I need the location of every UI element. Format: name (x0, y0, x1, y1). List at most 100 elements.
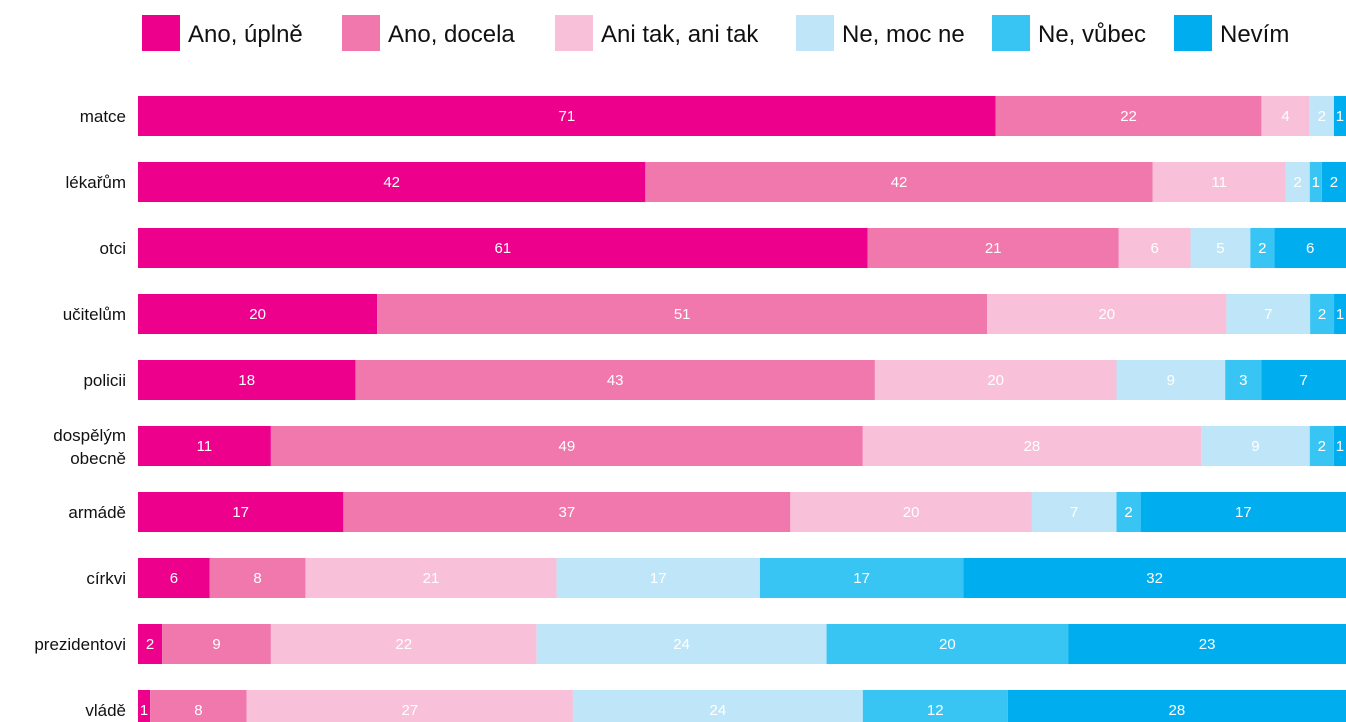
data-label: 2 (1318, 438, 1326, 455)
bar-row: matce 71 22 4 2 1 (80, 96, 1346, 136)
bar-segment (1201, 426, 1310, 466)
category-label: lékařům (66, 173, 126, 192)
category-label: prezidentovi (34, 635, 126, 654)
legend-swatch (992, 15, 1030, 51)
bar-segment (270, 426, 863, 466)
data-label: 2 (1258, 240, 1266, 257)
category-label: policii (83, 371, 126, 390)
data-label: 2 (1294, 174, 1302, 191)
data-label: 20 (987, 372, 1004, 389)
data-label: 4 (1281, 108, 1289, 125)
legend-swatch (796, 15, 834, 51)
bar-segment (162, 624, 271, 664)
data-label: 9 (212, 636, 220, 653)
legend: Ano, úplně Ano, docela Ani tak, ani tak Ne,… (142, 15, 1289, 51)
bar-segment (1333, 426, 1346, 466)
data-label: 20 (1098, 306, 1115, 323)
bar-segment (759, 558, 964, 598)
data-label: 1 (1336, 306, 1344, 323)
data-label: 11 (197, 438, 213, 455)
data-label: 5 (1216, 240, 1224, 257)
category-label: armádě (68, 503, 126, 522)
data-label: 8 (194, 702, 202, 719)
bar-segment (138, 624, 163, 664)
legend-label: Ano, úplně (188, 21, 303, 48)
bar-segment (138, 558, 210, 598)
legend-swatch (1174, 15, 1212, 51)
bar-segment (1310, 294, 1335, 334)
bar-row: vládě 1 8 27 24 12 28 (85, 690, 1346, 722)
bar-segment (138, 96, 996, 136)
data-label: 27 (401, 702, 418, 719)
data-label: 28 (1169, 702, 1186, 719)
data-label: 1 (1336, 438, 1344, 455)
bar-segment (572, 690, 863, 722)
bar-segment (150, 690, 247, 722)
data-label: 1 (1312, 174, 1320, 191)
bar-segment (1152, 162, 1286, 202)
bar-segment (1031, 492, 1117, 532)
bar-segment (1285, 162, 1310, 202)
data-label: 21 (423, 570, 440, 587)
bar-row: církvi 6 8 21 17 17 32 (86, 558, 1346, 598)
data-label: 24 (673, 636, 690, 653)
bar-segment (138, 426, 271, 466)
bar-segment (963, 558, 1346, 598)
bar-segment (343, 492, 791, 532)
bar-segment (355, 360, 875, 400)
data-label: 20 (939, 636, 956, 653)
bar-segment (556, 558, 760, 598)
data-label: 2 (1318, 108, 1326, 125)
data-label: 7 (1264, 306, 1272, 323)
bar-row: otci 61 21 6 5 2 6 (100, 228, 1346, 268)
bar-row: armádě 17 37 20 7 2 17 (68, 492, 1346, 532)
bar-segment (1118, 228, 1191, 268)
bar-segment (1309, 162, 1322, 202)
data-label: 42 (383, 174, 400, 191)
data-label: 2 (1330, 174, 1338, 191)
bar-segment (1334, 294, 1346, 334)
data-label: 11 (1211, 174, 1227, 191)
legend-swatch (555, 15, 593, 51)
category-label: matce (80, 107, 126, 126)
data-label: 9 (1251, 438, 1259, 455)
bar-segment (1190, 228, 1251, 268)
bar-row: lékařům 42 42 11 2 1 2 (66, 162, 1346, 202)
legend-swatch (342, 15, 380, 51)
bar-segment (862, 690, 1008, 722)
data-label: 7 (1070, 504, 1078, 521)
bar-segment (1068, 624, 1346, 664)
bar-segment (138, 162, 646, 202)
bar-segment (246, 690, 573, 722)
bar-segment (270, 624, 537, 664)
bar-segment (1116, 492, 1141, 532)
bar-segment (1116, 360, 1226, 400)
bar-segment (1007, 690, 1346, 722)
bar-segment (790, 492, 1032, 532)
category-label: otci (100, 239, 126, 258)
data-label: 28 (1024, 438, 1041, 455)
bar-segment (874, 360, 1117, 400)
data-label: 2 (1318, 306, 1326, 323)
category-label: dospělým obecně (53, 426, 126, 468)
data-label: 42 (891, 174, 908, 191)
bar-segment (826, 624, 1069, 664)
data-label: 12 (927, 702, 944, 719)
bar-segment (987, 294, 1227, 334)
data-label: 24 (709, 702, 726, 719)
category-label: církvi (86, 569, 126, 588)
data-label: 32 (1146, 570, 1163, 587)
bar-segment (138, 228, 868, 268)
bar-segment (645, 162, 1153, 202)
data-label: 18 (238, 372, 255, 389)
bar-row: prezidentovi 2 9 22 24 20 23 (34, 624, 1346, 664)
data-label: 71 (558, 108, 575, 125)
data-label: 49 (558, 438, 575, 455)
data-label: 23 (1199, 636, 1216, 653)
data-label: 6 (1306, 240, 1314, 257)
data-label: 17 (1235, 504, 1252, 521)
bar-row: učitelům 20 51 20 7 2 1 (63, 294, 1346, 334)
data-label: 22 (395, 636, 412, 653)
bar-segment (862, 426, 1202, 466)
